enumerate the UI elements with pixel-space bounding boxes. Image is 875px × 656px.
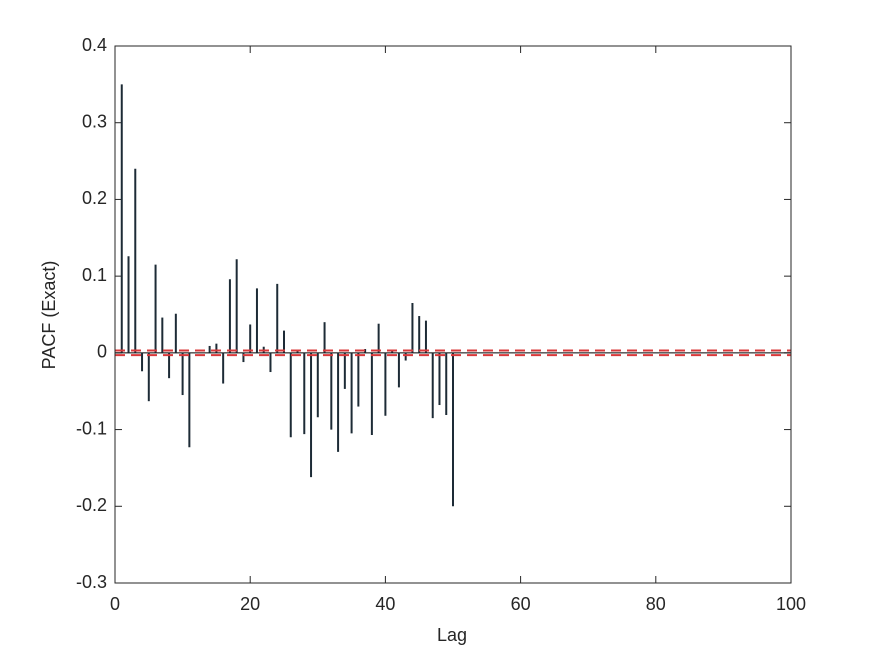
x-tick-label: 60: [511, 594, 531, 614]
x-tick-label: 0: [110, 594, 120, 614]
y-tick-label: 0.1: [82, 265, 107, 285]
axes-box: [114, 45, 792, 584]
y-tick-label: 0.3: [82, 111, 107, 131]
x-tick-label: 80: [646, 594, 666, 614]
y-tick-label: 0: [97, 342, 107, 362]
x-tick-label: 40: [375, 594, 395, 614]
y-tick-label: 0.4: [82, 35, 107, 55]
y-tick-label: -0.1: [76, 418, 107, 438]
y-tick-label: 0.2: [82, 188, 107, 208]
y-axis-label: PACF (Exact): [39, 261, 59, 370]
y-tick-label: -0.2: [76, 495, 107, 515]
y-tick-label: -0.3: [76, 572, 107, 592]
x-tick-label: 20: [240, 594, 260, 614]
x-axis-label: Lag: [437, 625, 467, 645]
x-tick-label: 100: [776, 594, 806, 614]
